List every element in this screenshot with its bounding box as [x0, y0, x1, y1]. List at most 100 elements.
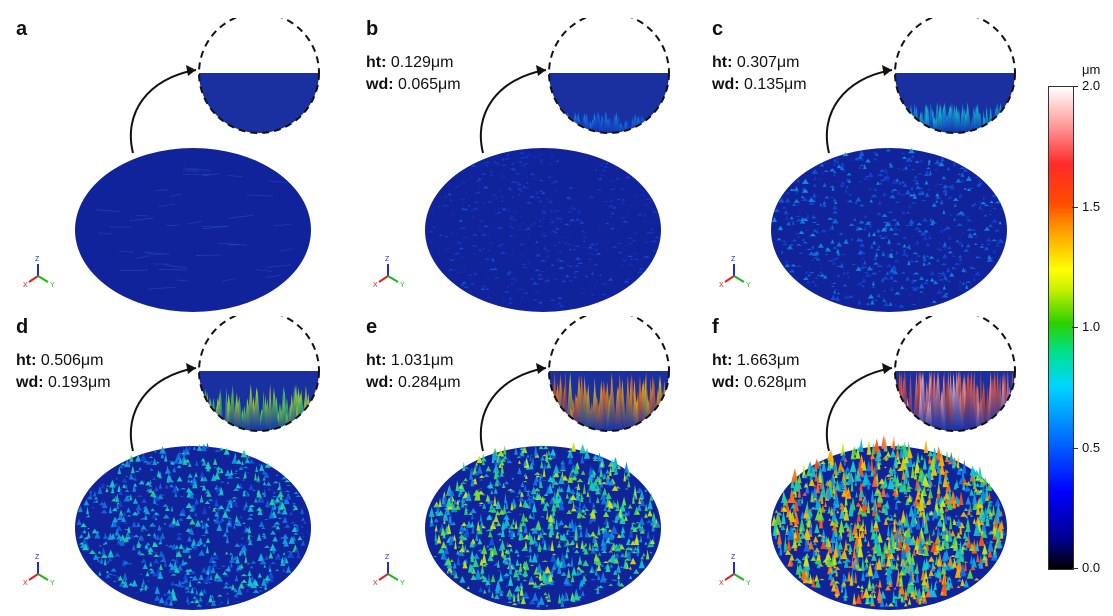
surface-peak — [116, 503, 120, 510]
surface-peak — [138, 534, 145, 542]
surface-disc — [425, 442, 661, 610]
surface-peak — [445, 497, 452, 507]
surface-peak — [534, 216, 539, 220]
surface-peak — [870, 518, 874, 533]
ht-label: ht: — [366, 54, 387, 71]
surface-peak — [904, 541, 910, 553]
surface-peak — [938, 570, 942, 576]
surface-peak — [648, 219, 654, 221]
surface-peak — [786, 221, 791, 226]
surface-peak — [535, 475, 541, 478]
surface-peak — [137, 549, 142, 555]
colorbar-tick-label: 1.5 — [1082, 198, 1101, 214]
surface-peak — [185, 458, 191, 463]
surface-peak — [465, 549, 470, 553]
surface-peak — [834, 475, 838, 478]
surface-peak — [123, 522, 129, 524]
surface-peak — [466, 585, 470, 589]
surface-peak — [150, 508, 156, 512]
surface-peak — [478, 261, 483, 263]
colorbar-tick — [1072, 327, 1078, 328]
surface-peak — [300, 507, 304, 515]
surface-peak — [563, 524, 569, 528]
surface-peak — [638, 498, 642, 504]
surface-peak — [628, 204, 635, 207]
surface-peak — [781, 206, 787, 209]
surface-peak — [280, 536, 285, 539]
surface-peak — [216, 594, 223, 597]
surface-peak — [995, 239, 1001, 241]
surface-peak — [508, 226, 515, 228]
surface-peak — [483, 164, 490, 166]
surface-peak — [258, 463, 261, 466]
surface-base — [75, 446, 311, 610]
surface-peak — [208, 505, 211, 509]
surface-peak — [273, 521, 281, 525]
surface-peak — [840, 479, 847, 483]
surface-peak — [244, 501, 248, 508]
surface-peak — [579, 444, 586, 454]
surface-peak — [189, 600, 195, 603]
panel-letter: c — [712, 18, 724, 40]
surface-peak — [915, 286, 920, 289]
inset-peak — [648, 116, 654, 133]
surface-peak — [889, 227, 894, 231]
surface-peak — [853, 532, 859, 539]
surface-peak — [583, 508, 590, 512]
surface-peak — [485, 493, 490, 502]
surface-peak — [896, 190, 902, 195]
inset-peak — [1003, 107, 1013, 133]
surface-peak — [167, 544, 175, 548]
surface-peak — [867, 540, 870, 547]
inset-peak — [203, 410, 212, 431]
surface-peak — [593, 588, 601, 590]
surface-peak — [931, 533, 934, 537]
surface-peak — [226, 522, 232, 525]
surface-peak — [272, 480, 280, 484]
surface-peak — [200, 567, 208, 573]
surface-peak — [961, 282, 965, 285]
surface-peak — [295, 494, 302, 498]
inset-peak — [949, 102, 955, 133]
surface-peak — [783, 212, 791, 215]
surface-peak — [457, 545, 461, 548]
surface-peak — [987, 223, 994, 228]
surface-peak — [520, 596, 526, 605]
surface-peak — [154, 494, 160, 502]
ht-value: 0.506μm — [40, 352, 104, 369]
surface-peak — [142, 460, 150, 463]
surface-peak — [954, 501, 958, 503]
surface-peak — [233, 587, 238, 593]
surface-peak — [527, 263, 531, 265]
surface-peak — [518, 185, 522, 187]
surface-peak — [831, 525, 838, 531]
surface-peak — [522, 266, 529, 269]
surface-peak — [644, 489, 648, 492]
surface-peak — [547, 176, 552, 179]
surface-peak — [998, 221, 1002, 225]
surface-peak — [520, 512, 527, 522]
surface-peak — [864, 471, 869, 483]
surface-peak — [236, 564, 243, 571]
surface-peak — [153, 558, 160, 564]
surface-peak — [847, 522, 854, 538]
surface-peak — [494, 594, 500, 600]
surface-peak — [607, 179, 615, 182]
surface-peak — [612, 502, 618, 507]
surface-peak — [961, 244, 964, 247]
surface-peak — [842, 560, 846, 563]
surface-peak — [579, 220, 584, 223]
surface-peak — [874, 154, 879, 156]
surface-peak — [815, 224, 820, 225]
surface-peak — [630, 522, 636, 525]
surface-peak — [882, 544, 886, 559]
surface-peak — [196, 444, 202, 451]
surface-peak — [957, 173, 962, 175]
surface-peak — [983, 488, 987, 490]
surface-peak — [125, 533, 131, 538]
surface-peak — [929, 217, 933, 222]
surface-peak — [810, 556, 817, 561]
surface-peak — [919, 187, 923, 189]
panel-c: c ht: 0.307μm wd: 0.135μm Z X Y — [704, 18, 1049, 318]
surface-peak — [963, 561, 969, 563]
